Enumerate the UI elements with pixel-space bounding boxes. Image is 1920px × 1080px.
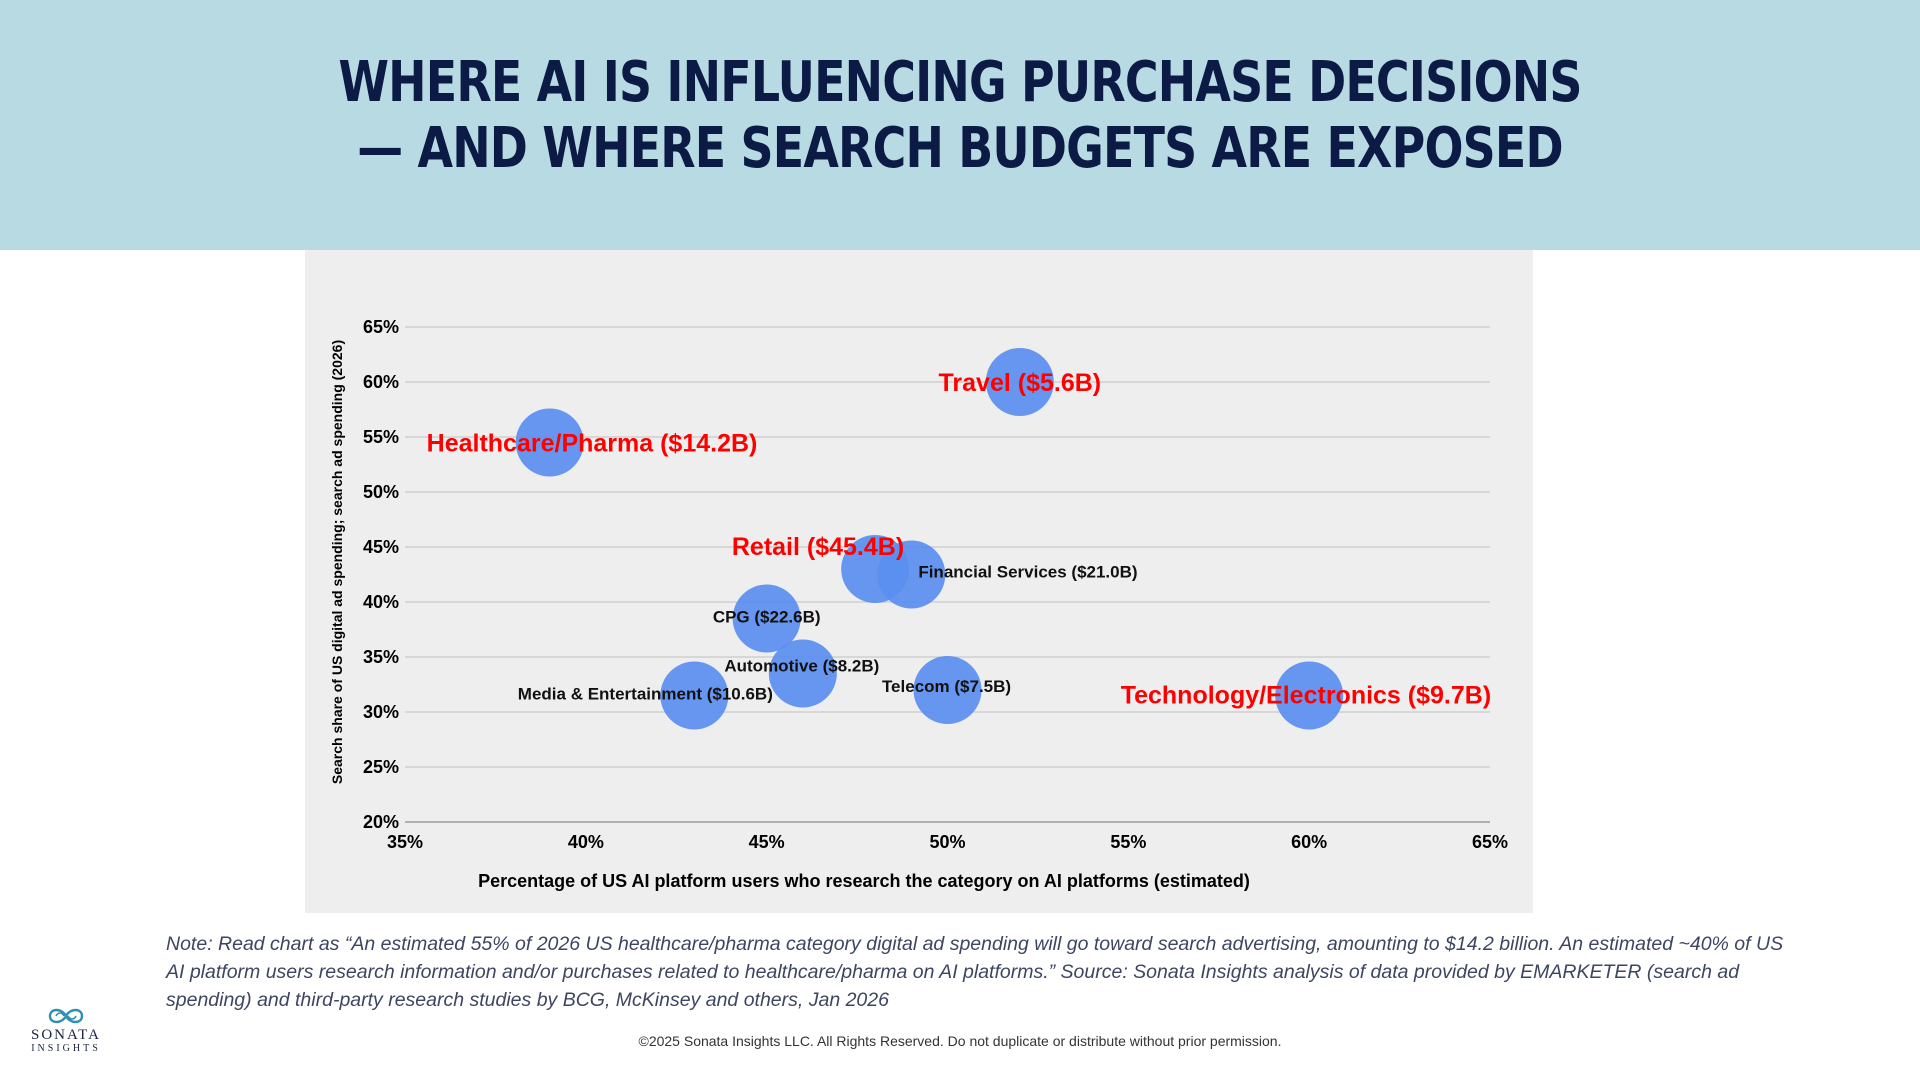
- bubble-chart: Healthcare/Pharma ($14.2B) Travel ($5.6B)…: [329, 317, 1508, 891]
- y-tick-label: 55%: [363, 427, 399, 447]
- bubble-label: Automotive ($8.2B): [724, 657, 879, 676]
- y-tick-label: 45%: [363, 537, 399, 557]
- y-tick-label: 50%: [363, 482, 399, 502]
- x-tick-label: 45%: [749, 832, 785, 852]
- copyright-text: ©2025 Sonata Insights LLC. All Rights Re…: [638, 1033, 1282, 1049]
- x-tick-label: 55%: [1110, 832, 1146, 852]
- bubble-point: [877, 540, 946, 609]
- bubble-point: [985, 348, 1054, 416]
- y-tick-label: 25%: [363, 757, 399, 777]
- sonata-logo: SONATA INSIGHTS: [18, 1005, 114, 1065]
- bubble-label: Financial Services ($21.0B): [918, 563, 1137, 582]
- logo-wordmark-top: SONATA: [31, 1027, 101, 1043]
- y-tick-label: 35%: [363, 647, 399, 667]
- bubble-point: [768, 639, 837, 708]
- bubble-label: CPG ($22.6B): [713, 608, 821, 627]
- bubble-point: [515, 408, 584, 477]
- page-title: Where AI is influencing purchase decisio…: [173, 50, 1747, 182]
- grid-layer: [405, 326, 1490, 823]
- bubble-label: Healthcare/Pharma ($14.2B): [427, 430, 758, 458]
- bubble-point: [660, 661, 729, 730]
- title-line-1: Where AI is influencing purchase decisio…: [338, 50, 1582, 115]
- chart-panel: Healthcare/Pharma ($14.2B) Travel ($5.6B)…: [305, 250, 1533, 913]
- x-tick-label: 40%: [568, 832, 604, 852]
- bubble-label: Retail ($45.4B): [732, 533, 904, 561]
- bubble-label: Telecom ($7.5B): [882, 677, 1011, 696]
- header-band: Where AI is influencing purchase decisio…: [0, 0, 1920, 250]
- y-tick-label: 40%: [363, 592, 399, 612]
- y-tick-label: 60%: [363, 372, 399, 392]
- x-tick-label: 35%: [387, 832, 423, 852]
- label-layer: Healthcare/Pharma ($14.2B) Travel ($5.6B)…: [427, 369, 1491, 710]
- y-axis-title: Search share of US digital ad spending; …: [329, 340, 345, 784]
- x-tick-label: 60%: [1291, 832, 1327, 852]
- y-tick-label: 30%: [363, 702, 399, 722]
- tick-layer: 20% 25% 30% 35% 40% 45% 50% 55% 60% 65% 35% 40% 45% 5…: [363, 317, 1508, 852]
- x-tick-label: 65%: [1472, 832, 1508, 852]
- chart-note: Note: Read chart as “An estimated 55% of…: [166, 933, 1784, 1011]
- bubble-point: [913, 656, 982, 724]
- infinity-wave-icon: [48, 1008, 84, 1024]
- bubble-layer: [515, 348, 1344, 730]
- logo-wordmark-bottom: INSIGHTS: [31, 1043, 101, 1054]
- y-tick-label: 20%: [363, 812, 399, 832]
- bubble-label: Technology/Electronics ($9.7B): [1121, 682, 1491, 710]
- bubble-point: [732, 584, 801, 653]
- x-axis-title: Percentage of US AI platform users who r…: [478, 871, 1250, 891]
- bubble-label: Travel ($5.6B): [939, 369, 1102, 397]
- bubble-point: [1275, 661, 1344, 730]
- bubble-label: Media & Entertainment ($10.6B): [518, 685, 773, 704]
- title-line-2: — and where search budgets are exposed: [357, 116, 1563, 181]
- x-tick-label: 50%: [929, 832, 965, 852]
- y-tick-label: 65%: [363, 317, 399, 337]
